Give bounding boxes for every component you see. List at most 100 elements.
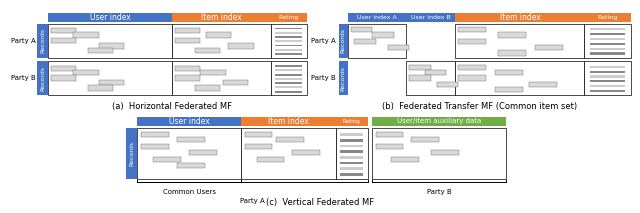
Bar [275,86,303,88]
Bar [241,128,336,179]
Bar [456,61,584,95]
Text: Rating: Rating [343,119,360,124]
Bar [456,23,584,58]
Text: (a)  Horizontal Federated MF: (a) Horizontal Federated MF [112,102,232,111]
Bar [244,144,273,149]
Bar [458,75,486,81]
Bar [339,61,348,95]
Bar [275,69,303,71]
Bar [499,32,526,38]
Bar [271,23,307,58]
Bar [195,48,220,53]
Text: Rating: Rating [279,15,299,20]
Bar [51,66,76,71]
Bar [529,82,557,87]
Bar [175,75,200,81]
Bar [584,13,630,22]
Bar [138,117,241,126]
Bar [340,139,364,141]
Bar [275,32,303,34]
Bar [172,61,271,95]
Text: Party B: Party B [311,75,335,81]
Bar [372,117,506,126]
Bar [175,38,200,43]
Bar [172,13,271,22]
Bar [372,128,506,179]
Text: Records: Records [340,66,346,91]
Bar [590,90,625,92]
Text: Party B: Party B [11,75,35,81]
Bar [138,128,241,179]
Bar [495,70,523,75]
Text: User index: User index [169,117,209,126]
Bar [51,28,76,33]
Bar [590,75,625,78]
Bar [456,13,584,22]
Bar [175,28,200,33]
Bar [590,47,625,50]
Bar [154,157,181,162]
Bar [354,39,376,44]
Bar [200,70,225,75]
Bar [292,150,320,155]
Bar [590,71,625,73]
Bar [99,80,124,85]
Bar [410,75,431,81]
Text: Records: Records [40,66,45,91]
Bar [590,33,625,35]
Bar [351,27,372,32]
Bar [340,145,364,147]
Text: (c)  Vertical Federated MF: (c) Vertical Federated MF [266,198,374,207]
Bar [172,23,271,58]
Bar [257,157,284,162]
Text: Records: Records [40,28,45,53]
Text: Party A: Party A [11,37,35,43]
Text: Item index: Item index [500,13,540,22]
Bar [271,13,307,22]
Bar [590,52,625,55]
Bar [275,45,303,46]
Bar [372,32,394,38]
Text: Records: Records [340,28,346,53]
Text: Rating: Rating [597,15,618,20]
Bar [48,13,172,22]
Bar [340,167,364,170]
Bar [125,128,138,179]
Bar [223,80,248,85]
Text: User index B: User index B [411,15,451,20]
Text: Party A: Party A [311,37,335,43]
Bar [244,132,273,137]
Bar [499,50,526,56]
Text: Item index: Item index [201,13,242,22]
Bar [406,61,456,95]
Bar [177,163,205,168]
Bar [410,65,431,70]
Bar [206,32,231,38]
Bar [431,150,459,155]
Bar [275,82,303,84]
Bar [275,91,303,92]
Bar [48,61,172,95]
Bar [376,144,403,149]
Bar [175,66,200,71]
Bar [340,156,364,159]
Text: User/item auxiliary data: User/item auxiliary data [397,118,481,124]
Bar [348,23,406,58]
Bar [275,74,303,76]
Bar [99,43,124,49]
Text: User index A: User index A [357,15,397,20]
Bar [590,66,625,68]
Bar [412,137,439,142]
Bar [458,27,486,32]
Bar [189,150,217,155]
Bar [458,39,486,44]
Bar [177,137,205,142]
Bar [275,65,303,67]
Bar [228,43,253,49]
Bar [51,75,76,81]
Bar [141,132,169,137]
Bar [376,132,403,137]
Bar [241,117,336,126]
Bar [590,38,625,40]
Bar [275,27,303,29]
